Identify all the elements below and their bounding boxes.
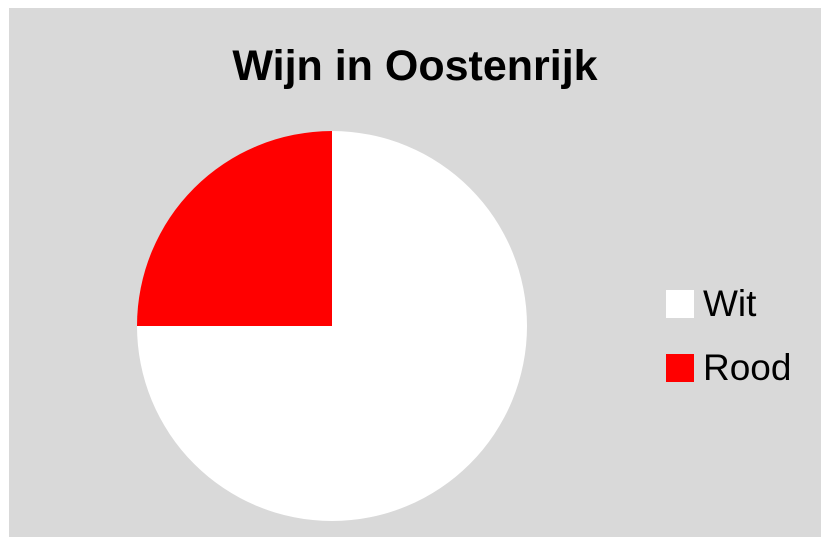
chart-area: Wijn in Oostenrijk Wit Rood: [9, 8, 821, 537]
legend-label: Wit: [703, 283, 757, 324]
chart-title: Wijn in Oostenrijk: [232, 42, 598, 90]
pie-chart: [137, 131, 527, 521]
legend-label: Rood: [703, 347, 792, 388]
legend-item-wit: Wit: [666, 272, 791, 336]
legend: Wit Rood: [666, 272, 791, 400]
legend-item-rood: Rood: [666, 336, 791, 400]
legend-swatch: [666, 354, 694, 382]
legend-swatch: [666, 290, 694, 318]
pie-slice-rood: [137, 131, 332, 326]
